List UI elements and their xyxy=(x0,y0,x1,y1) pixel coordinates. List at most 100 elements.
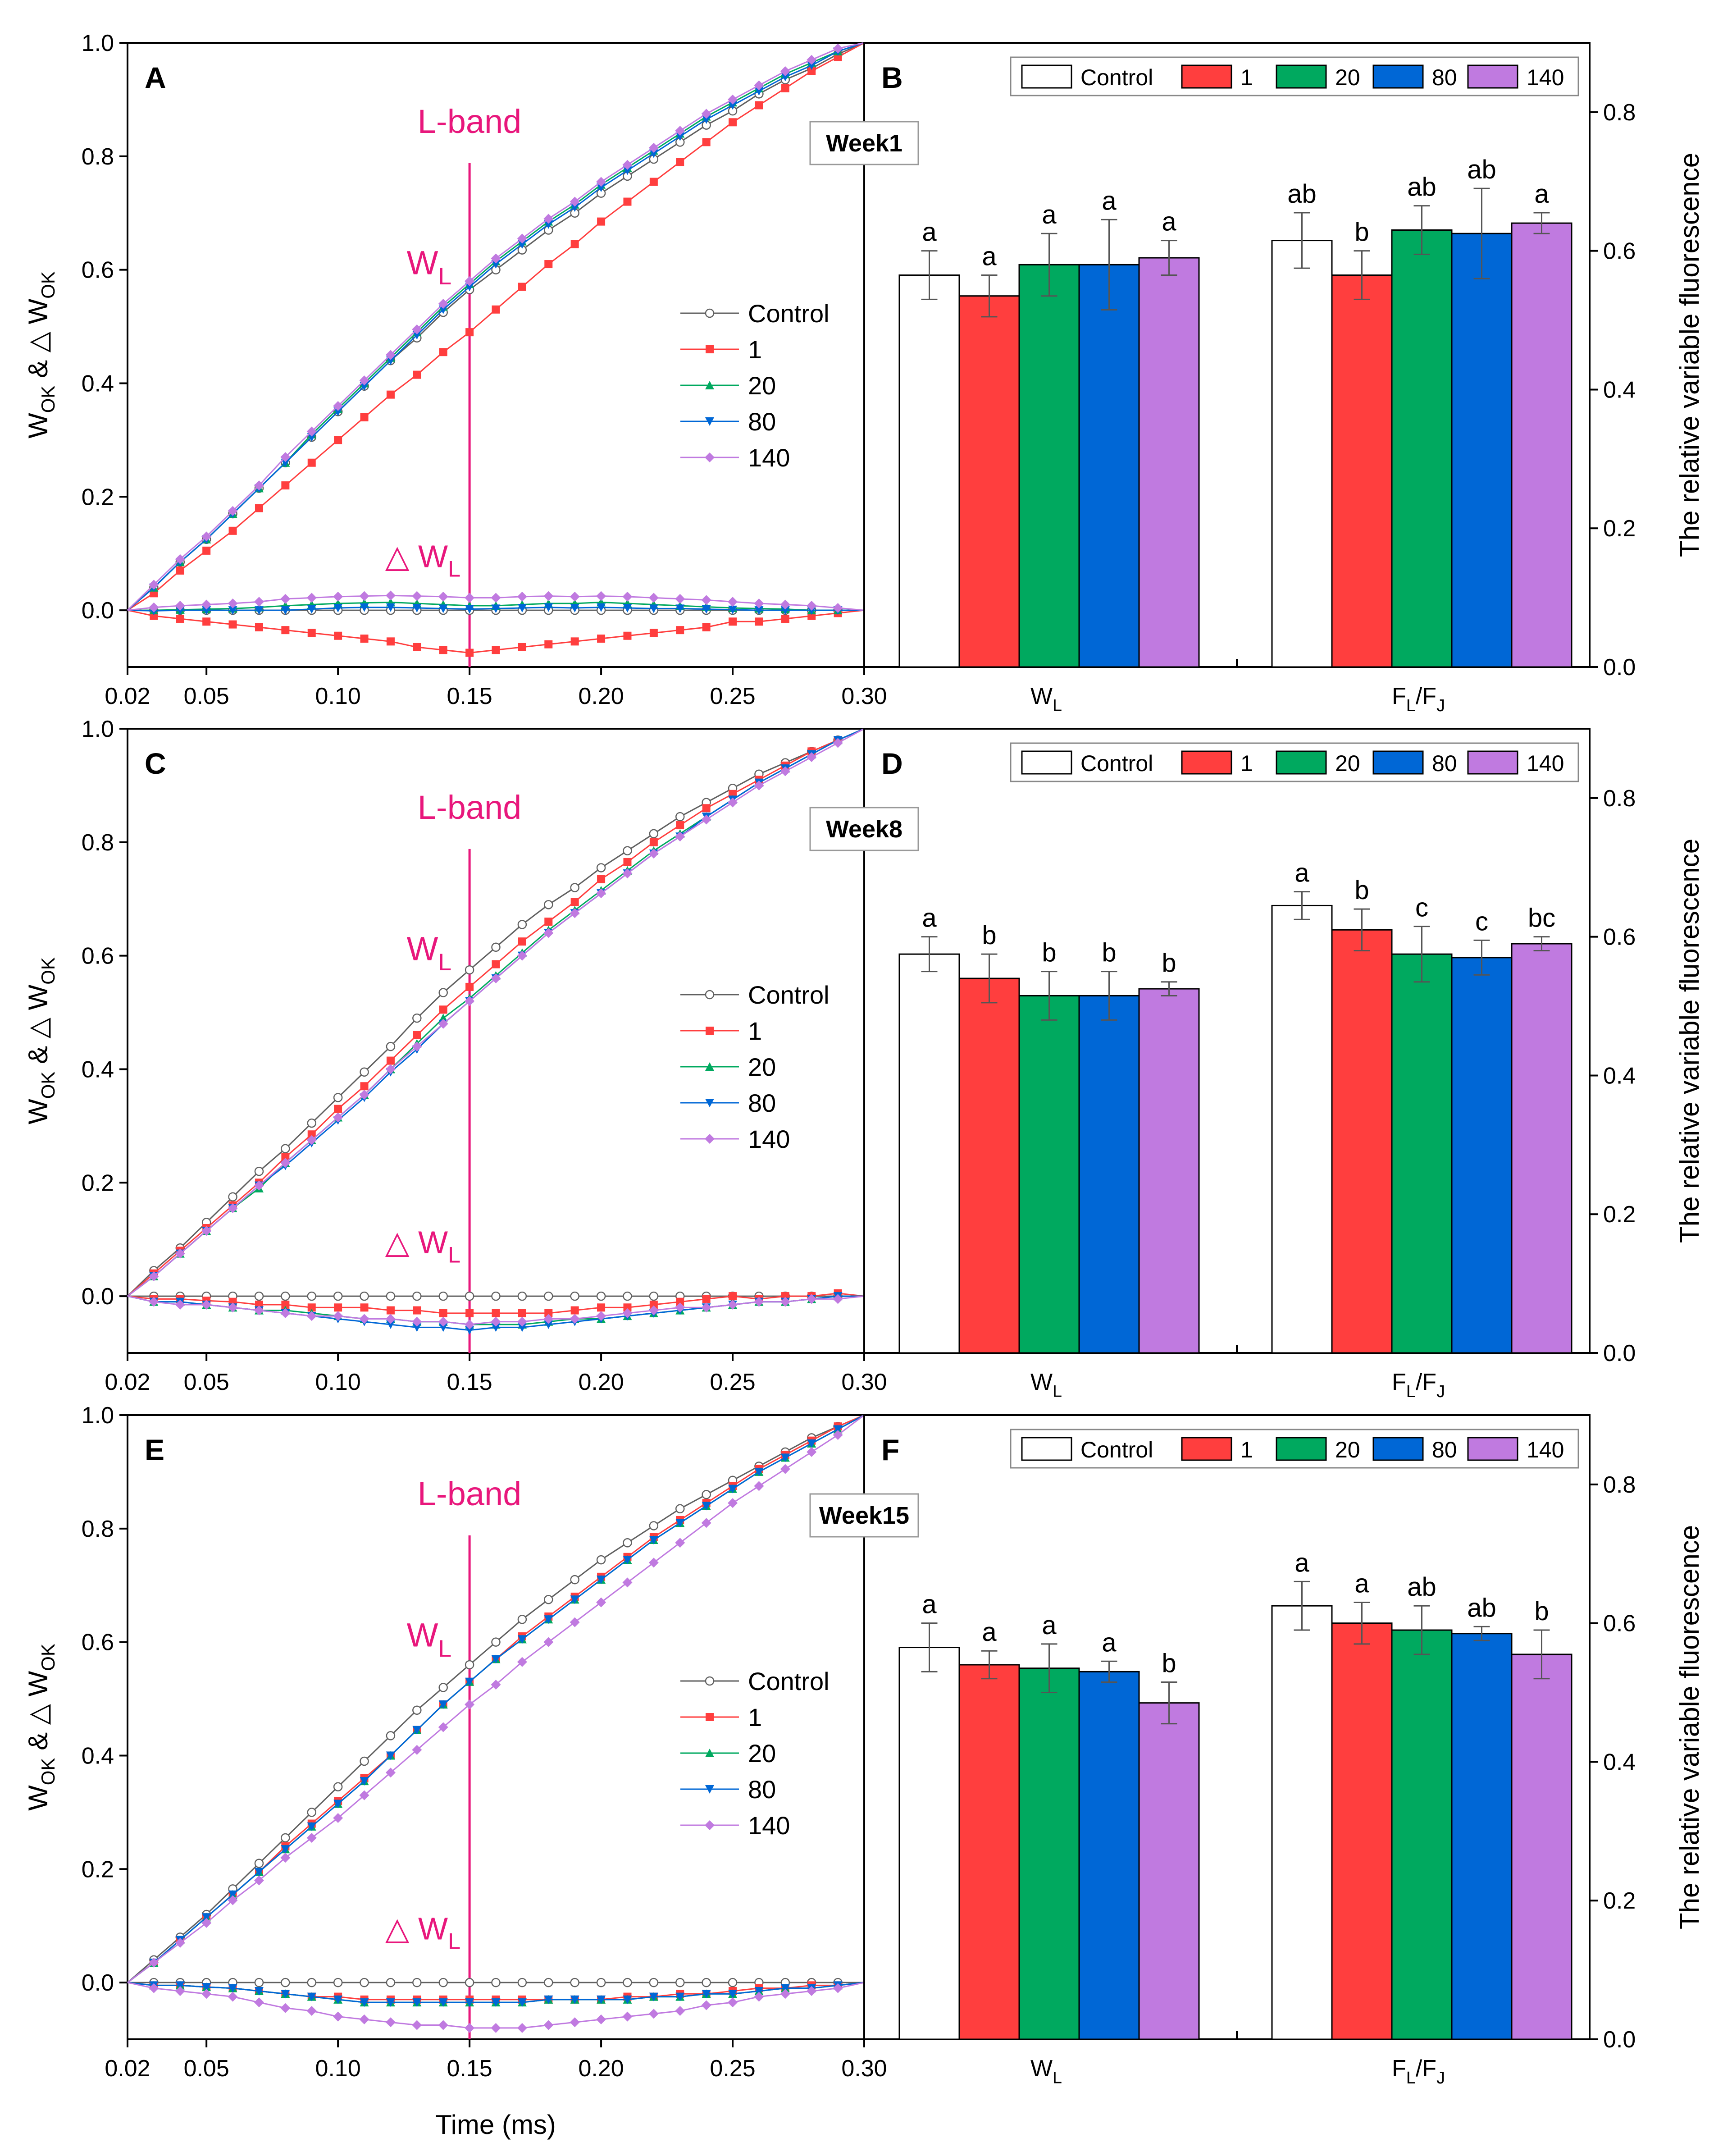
x-axis-label: Time (ms) xyxy=(435,2110,556,2140)
data-point xyxy=(728,1299,738,1310)
ylabel-mid: & △ W xyxy=(23,984,53,1071)
data-point xyxy=(570,203,579,212)
data-point xyxy=(307,1118,316,1128)
data-point xyxy=(333,1093,343,1102)
data-point xyxy=(754,1992,764,2002)
ylabel-w: W xyxy=(23,413,53,439)
data-point xyxy=(833,603,843,613)
data-point xyxy=(280,2003,291,2013)
data-point xyxy=(623,197,632,206)
data-point xyxy=(517,1657,527,1667)
data-point xyxy=(492,646,500,654)
dwl-label: △ WL xyxy=(385,1225,460,1268)
bar-1 xyxy=(1331,1622,1393,2040)
data-point xyxy=(386,356,395,365)
cat2-sub2: J xyxy=(1436,696,1445,715)
data-point xyxy=(491,1978,501,1987)
data-point xyxy=(465,593,475,603)
data-point xyxy=(570,908,580,918)
legend-label: 140 xyxy=(1527,65,1564,90)
cat2-main: F xyxy=(1392,2056,1406,2082)
data-point xyxy=(648,593,659,603)
data-point xyxy=(543,928,554,938)
data-point xyxy=(280,1308,291,1318)
y-tick-label: 1.0 xyxy=(82,1402,114,1429)
legend-label: 1 xyxy=(1240,65,1253,90)
data-point xyxy=(491,1316,501,1327)
x-tick-label: 0.30 xyxy=(841,2056,887,2082)
cat2-sub: L xyxy=(1406,1382,1416,1401)
legend-marker xyxy=(705,990,715,1000)
data-point xyxy=(385,1064,396,1074)
data-point xyxy=(702,1295,711,1303)
legend-label: Control xyxy=(748,299,830,328)
significance-letter: ab xyxy=(1467,155,1496,184)
data-point xyxy=(175,1299,185,1310)
data-point xyxy=(307,605,316,614)
data-point xyxy=(623,166,632,175)
data-point xyxy=(386,390,395,399)
wl-label-main: W xyxy=(407,930,438,968)
data-point xyxy=(702,1490,711,1499)
y-tick-label: 0.0 xyxy=(82,1284,114,1310)
data-point xyxy=(596,591,606,601)
bar-80 xyxy=(1451,233,1513,668)
data-point xyxy=(596,1555,606,1565)
data-point xyxy=(544,1995,553,2004)
data-point xyxy=(492,960,500,968)
data-point xyxy=(780,73,790,82)
data-point xyxy=(438,604,448,613)
data-point xyxy=(281,1833,290,1843)
bar-control xyxy=(1271,1605,1333,2040)
data-point xyxy=(517,1323,527,1332)
cat2-mid: /F xyxy=(1416,683,1436,709)
data-point xyxy=(176,614,184,623)
y-tick-label-right: 0.8 xyxy=(1603,100,1636,126)
data-point xyxy=(623,1538,632,1548)
data-point xyxy=(412,604,422,613)
panel-B: 0.0 0.2 0.4 0.6 0.8 The relative variable flu… xyxy=(809,42,1705,715)
bar-20 xyxy=(1391,1629,1453,2040)
legend-marker xyxy=(705,1785,714,1794)
legend-marker xyxy=(705,381,714,389)
significance-letter: a xyxy=(1295,859,1309,888)
data-point xyxy=(597,1995,606,2004)
cat2-sub2: J xyxy=(1436,2069,1445,2087)
data-point xyxy=(412,1998,422,2007)
data-point xyxy=(544,918,553,926)
bar-80 xyxy=(1078,995,1140,1354)
data-point xyxy=(701,1518,711,1528)
data-point xyxy=(491,1323,501,1332)
data-point xyxy=(491,1637,501,1647)
category-label-flfj: FL/FJ xyxy=(1392,1369,1445,1401)
category-label-flfj: FL/FJ xyxy=(1392,683,1445,715)
legend-label: 140 xyxy=(1527,751,1564,776)
data-point xyxy=(544,1291,553,1301)
data-point xyxy=(307,1808,316,1817)
data-point xyxy=(149,580,159,590)
data-point xyxy=(518,283,526,291)
data-point xyxy=(255,504,263,512)
y-tick-label: 1.0 xyxy=(82,716,114,742)
data-point xyxy=(228,1890,237,1899)
y-tick-label-right: 0.6 xyxy=(1603,1611,1636,1637)
data-point xyxy=(438,1722,448,1732)
data-point xyxy=(465,996,475,1006)
bar-20 xyxy=(1391,229,1453,668)
data-point xyxy=(386,1041,396,1051)
data-point xyxy=(701,814,711,825)
data-point xyxy=(570,898,579,906)
legend-label: 20 xyxy=(1335,751,1360,776)
category-label-wl-main: W xyxy=(1030,683,1053,709)
data-point xyxy=(544,1978,553,1987)
data-point xyxy=(254,597,264,607)
data-point xyxy=(438,299,448,309)
data-point xyxy=(648,849,659,859)
data-point xyxy=(175,1981,185,1990)
data-point xyxy=(359,591,369,601)
data-point xyxy=(517,1998,527,2007)
data-point xyxy=(413,1031,421,1039)
data-point xyxy=(570,1314,580,1324)
y-tick-label: 0.0 xyxy=(82,1970,114,1996)
data-point xyxy=(780,599,790,610)
